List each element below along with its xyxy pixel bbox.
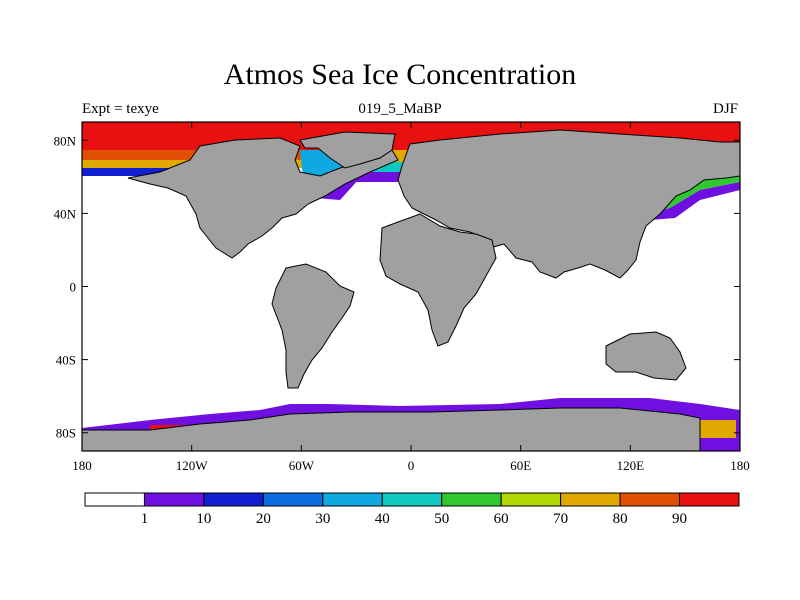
x-tick-label: 60E [510, 458, 531, 473]
colorbar-swatch [679, 492, 740, 507]
okhotsk-ice-edge [650, 182, 740, 220]
colorbar-swatch [560, 492, 621, 507]
x-tick-label: 120E [617, 458, 645, 473]
x-tick-label: 180 [72, 458, 92, 473]
colorbar-label: 60 [494, 511, 509, 527]
x-tick-label: 0 [408, 458, 415, 473]
y-axis: 80N 40N 0 40S 80S [54, 133, 740, 441]
colorbar-label: 20 [256, 511, 271, 527]
colorbar-swatch [143, 492, 205, 507]
colorbar-swatch [322, 492, 383, 507]
plot-title: Atmos Sea Ice Concentration [223, 58, 577, 91]
colorbar-label: 10 [196, 511, 211, 527]
colorbar-label: 80 [613, 511, 628, 527]
barents-ice-edge [345, 162, 435, 172]
arctic-ice-edge [82, 168, 197, 176]
antarctica [82, 407, 701, 451]
eurasia [397, 129, 740, 279]
colorbar-swatch [619, 492, 681, 507]
colorbar-swatch [203, 492, 264, 507]
colorbar-swatch [381, 492, 443, 507]
case-label: 019_5_MaBP [358, 101, 442, 117]
experiment-label: Expt = texye [82, 101, 159, 117]
map-field [82, 122, 740, 451]
x-tick-label: 60W [289, 458, 315, 473]
colorbar-swatch [262, 492, 324, 507]
colorbar: 1 10 20 30 40 50 60 70 80 90 [84, 492, 740, 527]
south-america [271, 263, 355, 389]
colorbar-swatch [84, 492, 145, 507]
colorbar-swatch [441, 492, 502, 507]
colorbar-label: 30 [315, 511, 330, 527]
colorbar-label: 1 [141, 511, 149, 527]
colorbar-swatch [500, 492, 562, 507]
x-axis: 180 120W 60W 0 60E 120E 180 [72, 122, 750, 473]
colorbar-label: 70 [553, 511, 568, 527]
antarctic-ice-east [700, 420, 736, 438]
colorbar-label: 50 [434, 511, 449, 527]
colorbar-label: 90 [672, 511, 687, 527]
season-label: DJF [712, 101, 738, 117]
x-tick-label: 120W [176, 458, 209, 473]
north-america [127, 137, 399, 259]
y-tick-label: 80S [56, 426, 76, 441]
y-tick-label: 40N [54, 206, 77, 221]
x-tick-label: 180 [730, 458, 750, 473]
australia [605, 331, 687, 381]
y-tick-label: 80N [54, 133, 77, 148]
y-tick-label: 40S [56, 353, 76, 368]
colorbar-label: 40 [375, 511, 390, 527]
y-tick-label: 0 [70, 280, 77, 295]
barents-ice-outer [340, 172, 410, 182]
africa [379, 213, 497, 347]
land [82, 129, 740, 451]
greenland [299, 131, 396, 169]
